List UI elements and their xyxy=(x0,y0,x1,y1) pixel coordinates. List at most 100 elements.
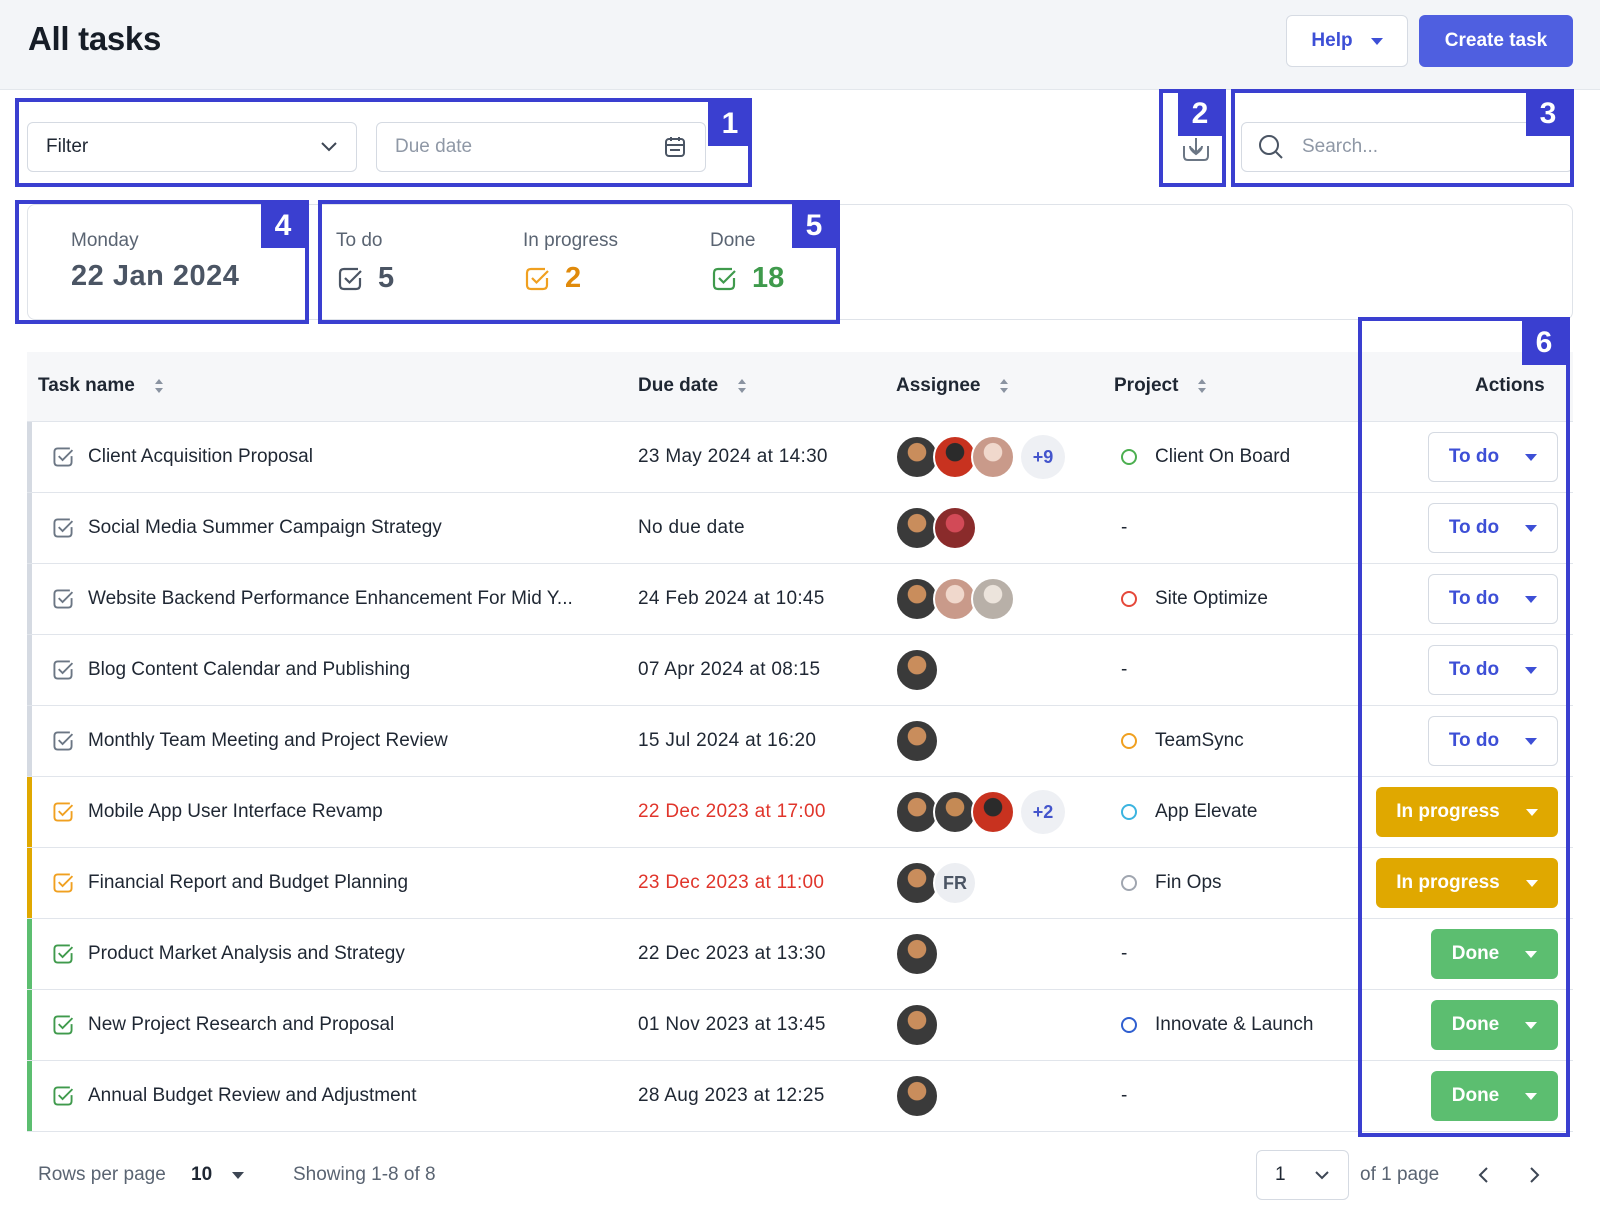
column-project[interactable]: Project xyxy=(1114,375,1208,397)
search-input[interactable]: Search... xyxy=(1241,122,1573,172)
task-name[interactable]: Website Backend Performance Enhancement … xyxy=(88,588,573,609)
task-project: Client On Board xyxy=(1121,422,1290,492)
avatar-more-count[interactable]: +2 xyxy=(1021,790,1065,834)
chevron-down-icon xyxy=(1525,524,1538,532)
status-dropdown-button[interactable]: Done xyxy=(1431,1071,1558,1121)
task-project: Fin Ops xyxy=(1121,848,1222,918)
status-dropdown-button[interactable]: To do xyxy=(1428,503,1558,553)
stat-label: In progress xyxy=(523,230,619,251)
task-name[interactable]: New Project Research and Proposal xyxy=(88,1014,395,1035)
assignee-group: +2 xyxy=(895,777,1065,847)
checkbox-icon[interactable] xyxy=(51,587,75,611)
sort-icon xyxy=(1198,379,1207,393)
chevron-left-icon[interactable] xyxy=(1477,1166,1491,1184)
table-row[interactable]: Client Acquisition Proposal 23 May 2024 a… xyxy=(27,422,1573,493)
table-row[interactable]: Blog Content Calendar and Publishing 07 A… xyxy=(27,635,1573,706)
avatar[interactable] xyxy=(971,577,1015,621)
sort-icon xyxy=(1000,379,1009,393)
avatar[interactable] xyxy=(971,790,1015,834)
rows-per-page-select[interactable]: 10 xyxy=(191,1150,245,1200)
calendar-icon[interactable] xyxy=(663,135,687,159)
avatar[interactable] xyxy=(895,719,939,763)
table-row[interactable]: Product Market Analysis and Strategy 22 D… xyxy=(27,919,1573,990)
status-dropdown-button[interactable]: Done xyxy=(1431,1000,1558,1050)
task-name[interactable]: Annual Budget Review and Adjustment xyxy=(88,1085,417,1106)
task-name[interactable]: Blog Content Calendar and Publishing xyxy=(88,659,411,680)
checkbox-icon[interactable] xyxy=(51,800,75,824)
status-dropdown-button[interactable]: To do xyxy=(1428,574,1558,624)
filter-select[interactable]: Filter xyxy=(27,122,357,172)
due-date-field[interactable]: Due date xyxy=(376,122,706,172)
status-dropdown-button[interactable]: To do xyxy=(1428,716,1558,766)
table-row[interactable]: New Project Research and Proposal 01 Nov … xyxy=(27,990,1573,1061)
avatar[interactable] xyxy=(895,932,939,976)
checkbox-icon[interactable] xyxy=(51,942,75,966)
task-due-date: 23 May 2024 at 14:30 xyxy=(638,446,828,467)
table-row[interactable]: Mobile App User Interface Revamp 22 Dec 2… xyxy=(27,777,1573,848)
table-row[interactable]: Social Media Summer Campaign Strategy No … xyxy=(27,493,1573,564)
task-name[interactable]: Social Media Summer Campaign Strategy xyxy=(88,517,442,538)
search-placeholder: Search... xyxy=(1302,136,1379,157)
help-button-label: Help xyxy=(1311,30,1353,51)
help-button[interactable]: Help xyxy=(1286,15,1408,67)
stat-label: Done xyxy=(710,230,756,251)
chevron-down-icon xyxy=(1315,1171,1329,1180)
checkbox-icon[interactable] xyxy=(51,516,75,540)
checkbox-icon[interactable] xyxy=(51,871,75,895)
status-bar xyxy=(27,990,32,1060)
status-label: Done xyxy=(1451,943,1500,964)
column-assignee[interactable]: Assignee xyxy=(896,375,1010,397)
showing-count: Showing 1-8 of 8 xyxy=(293,1164,436,1185)
create-task-button[interactable]: Create task xyxy=(1419,15,1573,67)
project-dot-icon xyxy=(1121,591,1137,607)
table-row[interactable]: Financial Report and Budget Planning 23 D… xyxy=(27,848,1573,919)
chevron-down-icon xyxy=(1525,666,1538,674)
checkbox-icon[interactable] xyxy=(51,658,75,682)
task-due-date: No due date xyxy=(638,517,745,538)
status-dropdown-button[interactable]: To do xyxy=(1428,432,1558,482)
rows-per-page-label: Rows per page xyxy=(38,1164,166,1185)
assignee-group xyxy=(895,635,939,705)
task-due-date: 15 Jul 2024 at 16:20 xyxy=(638,730,817,751)
column-task-name[interactable]: Task name xyxy=(38,375,165,397)
avatar[interactable] xyxy=(895,1074,939,1118)
avatar[interactable] xyxy=(933,506,977,550)
sort-icon xyxy=(154,379,163,393)
chevron-right-icon[interactable] xyxy=(1527,1166,1541,1184)
table-row[interactable]: Annual Budget Review and Adjustment 28 Au… xyxy=(27,1061,1573,1132)
avatar-more-count[interactable]: +9 xyxy=(1021,435,1065,479)
checkbox-icon[interactable] xyxy=(51,1084,75,1108)
status-bar xyxy=(27,493,32,563)
avatar[interactable] xyxy=(895,1003,939,1047)
task-name[interactable]: Mobile App User Interface Revamp xyxy=(88,801,383,822)
project-dot-icon xyxy=(1121,804,1137,820)
table-row[interactable]: Monthly Team Meeting and Project Review 1… xyxy=(27,706,1573,777)
status-bar xyxy=(27,635,32,705)
checkbox-icon[interactable] xyxy=(51,1013,75,1037)
avatar[interactable] xyxy=(971,435,1015,479)
page-select[interactable]: 1 xyxy=(1256,1150,1349,1200)
status-dropdown-button[interactable]: To do xyxy=(1428,645,1558,695)
status-dropdown-button[interactable]: Done xyxy=(1431,929,1558,979)
status-dropdown-button[interactable]: In progress xyxy=(1376,787,1558,837)
status-dropdown-button[interactable]: In progress xyxy=(1376,858,1558,908)
checkbox-icon[interactable] xyxy=(51,445,75,469)
avatar-initials[interactable]: FR xyxy=(933,861,977,905)
page-title: All tasks xyxy=(28,20,162,57)
column-due-date[interactable]: Due date xyxy=(638,375,748,397)
task-name[interactable]: Product Market Analysis and Strategy xyxy=(88,943,405,964)
stat-count: 18 xyxy=(752,262,785,294)
download-icon[interactable] xyxy=(1180,132,1212,164)
column-label: Due date xyxy=(638,375,719,396)
status-bar xyxy=(27,564,32,634)
task-name[interactable]: Monthly Team Meeting and Project Review xyxy=(88,730,448,751)
task-name[interactable]: Client Acquisition Proposal xyxy=(88,446,313,467)
task-project: - xyxy=(1121,1061,1127,1131)
table-row[interactable]: Website Backend Performance Enhancement … xyxy=(27,564,1573,635)
task-name[interactable]: Financial Report and Budget Planning xyxy=(88,872,409,893)
avatar[interactable] xyxy=(895,648,939,692)
status-label: To do xyxy=(1448,730,1500,751)
checkbox-icon[interactable] xyxy=(51,729,75,753)
avatar[interactable] xyxy=(933,790,977,834)
status-label: To do xyxy=(1448,588,1500,609)
